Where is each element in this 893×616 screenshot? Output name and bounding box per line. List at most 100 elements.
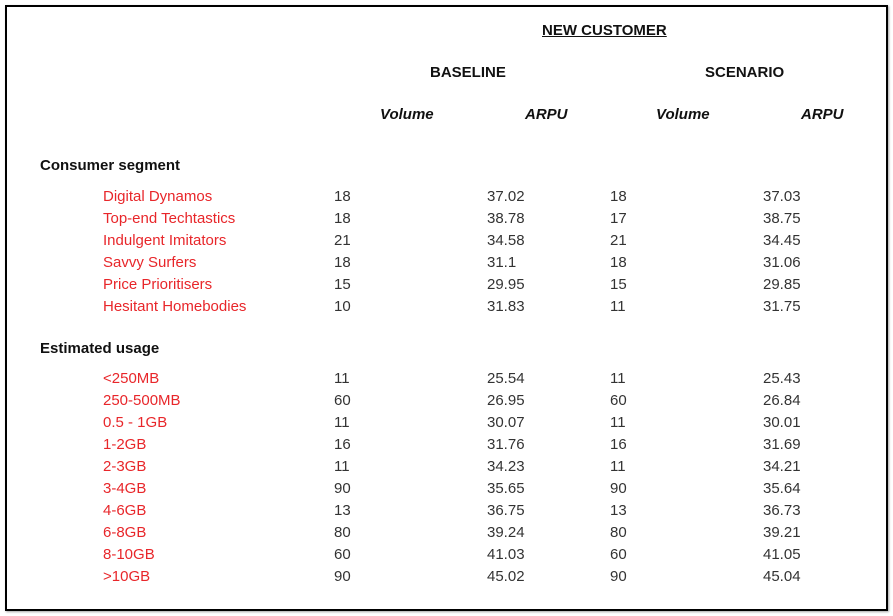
scenario-arpu-cell: 37.03 (763, 188, 801, 205)
table-row: 6-8GB 80 39.24 80 39.21 (0, 524, 893, 546)
table-row: Top-end Techtastics 18 38.78 17 38.75 (0, 210, 893, 232)
scenario-arpu-cell: 34.21 (763, 458, 801, 475)
baseline-volume-cell: 18 (334, 254, 351, 271)
table-row: 1-2GB 16 31.76 16 31.69 (0, 436, 893, 458)
baseline-header: BASELINE (430, 64, 506, 81)
baseline-arpu-cell: 25.54 (487, 370, 525, 387)
table-row: 0.5 - 1GB 11 30.07 11 30.01 (0, 414, 893, 436)
baseline-arpu-cell: 31.83 (487, 298, 525, 315)
baseline-volume-cell: 13 (334, 502, 351, 519)
baseline-volume-header: Volume (380, 106, 434, 123)
baseline-volume-cell: 11 (334, 370, 350, 387)
scenario-volume-cell: 11 (610, 458, 626, 475)
scenario-volume-cell: 11 (610, 370, 626, 387)
section-title: Consumer segment (40, 157, 181, 174)
scenario-volume-cell: 17 (610, 210, 627, 227)
baseline-volume-cell: 60 (334, 546, 351, 563)
scenario-arpu-cell: 31.69 (763, 436, 801, 453)
table-row: <250MB 11 25.54 11 25.43 (0, 370, 893, 392)
baseline-arpu-cell: 34.23 (487, 458, 525, 475)
baseline-arpu-cell: 45.02 (487, 568, 525, 585)
row-label: 3-4GB (103, 480, 147, 497)
scenario-volume-cell: 60 (610, 546, 627, 563)
scenario-arpu-cell: 29.85 (763, 276, 801, 293)
table-row: >10GB 90 45.02 90 45.04 (0, 568, 893, 590)
table-row: Digital Dynamos 18 37.02 18 37.03 (0, 188, 893, 210)
row-label: Indulgent Imitators (103, 232, 227, 249)
scenario-volume-cell: 11 (610, 298, 626, 315)
row-label: Price Prioritisers (103, 276, 213, 293)
scenario-volume-cell: 18 (610, 254, 627, 271)
scenario-arpu-header: ARPU (801, 106, 844, 123)
baseline-arpu-cell: 35.65 (487, 480, 525, 497)
scenario-volume-cell: 80 (610, 524, 627, 541)
scenario-volume-cell: 60 (610, 392, 627, 409)
table-row: 2-3GB 11 34.23 11 34.21 (0, 458, 893, 480)
baseline-volume-cell: 15 (334, 276, 351, 293)
scenario-arpu-cell: 31.75 (763, 298, 801, 315)
table-row: 8-10GB 60 41.03 60 41.05 (0, 546, 893, 568)
table-row: Indulgent Imitators 21 34.58 21 34.45 (0, 232, 893, 254)
baseline-volume-cell: 21 (334, 232, 351, 249)
row-label: 0.5 - 1GB (103, 414, 168, 431)
baseline-arpu-cell: 41.03 (487, 546, 525, 563)
scenario-arpu-cell: 35.64 (763, 480, 801, 497)
scenario-arpu-cell: 38.75 (763, 210, 801, 227)
scenario-volume-header: Volume (656, 106, 710, 123)
table-row: 3-4GB 90 35.65 90 35.64 (0, 480, 893, 502)
row-label: <250MB (103, 370, 160, 387)
scenario-volume-cell: 11 (610, 414, 626, 431)
table-row: 4-6GB 13 36.75 13 36.73 (0, 502, 893, 524)
scenario-volume-cell: 90 (610, 568, 627, 585)
baseline-arpu-cell: 36.75 (487, 502, 525, 519)
row-label: Top-end Techtastics (103, 210, 236, 227)
baseline-volume-cell: 11 (334, 414, 350, 431)
row-label: 1-2GB (103, 436, 147, 453)
scenario-arpu-cell: 39.21 (763, 524, 801, 541)
scenario-volume-cell: 15 (610, 276, 627, 293)
baseline-arpu-header: ARPU (525, 106, 568, 123)
row-label: 250-500MB (103, 392, 181, 409)
row-label: >10GB (103, 568, 151, 585)
baseline-arpu-cell: 29.95 (487, 276, 525, 293)
baseline-arpu-cell: 30.07 (487, 414, 525, 431)
scenario-volume-cell: 13 (610, 502, 627, 519)
baseline-arpu-cell: 31.1 (487, 254, 517, 271)
baseline-volume-cell: 80 (334, 524, 351, 541)
row-label: Digital Dynamos (103, 188, 213, 205)
report-title: NEW CUSTOMER (542, 22, 667, 39)
baseline-volume-cell: 18 (334, 188, 351, 205)
baseline-volume-cell: 90 (334, 480, 351, 497)
row-label: Hesitant Homebodies (103, 298, 247, 315)
baseline-volume-cell: 16 (334, 436, 351, 453)
baseline-volume-cell: 11 (334, 458, 350, 475)
scenario-arpu-cell: 31.06 (763, 254, 801, 271)
report-frame (5, 5, 888, 611)
scenario-arpu-cell: 36.73 (763, 502, 801, 519)
baseline-arpu-cell: 37.02 (487, 188, 525, 205)
scenario-arpu-cell: 41.05 (763, 546, 801, 563)
row-label: 4-6GB (103, 502, 147, 519)
baseline-arpu-cell: 38.78 (487, 210, 525, 227)
scenario-volume-cell: 16 (610, 436, 627, 453)
scenario-header: SCENARIO (705, 64, 785, 81)
baseline-volume-cell: 60 (334, 392, 351, 409)
baseline-arpu-cell: 26.95 (487, 392, 525, 409)
table-row: Price Prioritisers 15 29.95 15 29.85 (0, 276, 893, 298)
baseline-arpu-cell: 31.76 (487, 436, 525, 453)
scenario-arpu-cell: 30.01 (763, 414, 801, 431)
row-label: 2-3GB (103, 458, 147, 475)
section-title: Estimated usage (40, 340, 160, 357)
table-row: Hesitant Homebodies 10 31.83 11 31.75 (0, 298, 893, 320)
scenario-arpu-cell: 26.84 (763, 392, 801, 409)
table-row: Savvy Surfers 18 31.1 18 31.06 (0, 254, 893, 276)
scenario-arpu-cell: 25.43 (763, 370, 801, 387)
baseline-volume-cell: 10 (334, 298, 351, 315)
row-label: Savvy Surfers (103, 254, 197, 271)
baseline-volume-cell: 18 (334, 210, 351, 227)
scenario-arpu-cell: 34.45 (763, 232, 801, 249)
scenario-arpu-cell: 45.04 (763, 568, 801, 585)
baseline-arpu-cell: 39.24 (487, 524, 525, 541)
scenario-volume-cell: 21 (610, 232, 627, 249)
row-label: 6-8GB (103, 524, 147, 541)
